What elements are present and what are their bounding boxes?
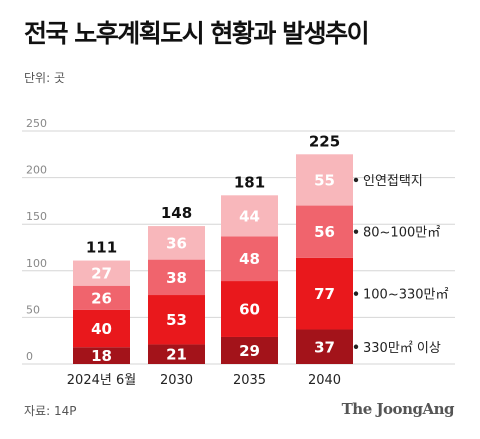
legend-dot [353,344,359,349]
y-tick-label: 50 [26,303,40,316]
data-label: 60 [239,301,260,319]
y-tick-label: 0 [26,350,33,363]
y-tick-label: 250 [26,117,47,130]
data-label: 27 [91,265,112,283]
data-label: 21 [166,346,187,364]
brand-logo: The JoongAng [341,400,455,418]
bar-segment [221,281,278,337]
legend-label: 80~100만㎡ [363,226,440,241]
unit-label: 단위: 곳 [24,71,65,85]
bar-segment [221,195,278,237]
data-label: 26 [91,289,112,307]
bar-segment [296,257,353,330]
bar-segment [73,347,130,364]
bar-segment [221,236,278,282]
data-label: 38 [166,269,187,287]
y-tick-label: 100 [26,257,47,270]
bar-segment [296,154,353,206]
y-tick-label: 200 [26,164,47,177]
bar-segment [73,285,130,310]
bar-segment [73,260,130,286]
data-label: 44 [239,207,260,225]
bar-segment [296,205,353,258]
data-label: 18 [91,347,112,365]
x-tick-label: 2024년 6월 [67,373,136,388]
data-label: 40 [91,320,112,338]
bar-segment [148,344,205,364]
bar-segment [73,309,130,348]
bar-segment [148,259,205,296]
data-label: 56 [314,223,335,241]
total-label: 225 [309,132,340,150]
data-label: 48 [239,250,260,268]
x-tick-label: 2030 [160,373,193,388]
legend-label: 인연접택지 [363,174,423,189]
legend-dot [353,291,359,296]
total-label: 148 [161,204,192,222]
legend-dot [353,177,359,183]
bar-segment [221,336,278,364]
total-label: 181 [234,173,265,191]
data-label: 37 [314,338,335,356]
data-label: 53 [166,311,187,329]
bar-segment [296,329,353,364]
data-label: 29 [239,342,260,360]
bar-segment [148,226,205,260]
legend-label: 100~330만㎡ [363,288,448,303]
total-label: 111 [86,239,117,257]
data-label: 77 [314,285,335,303]
chart-title: 전국 노후계획도시 현황과 발생추이 [24,19,370,48]
y-tick-label: 150 [26,210,47,223]
x-tick-label: 2040 [308,373,341,388]
legend-dot [353,229,359,234]
bar-segment [148,295,205,345]
source-note: 자료: 14P [24,404,77,418]
x-tick-label: 2035 [233,373,266,388]
data-label: 36 [166,234,187,252]
data-label: 55 [314,171,335,189]
legend-label: 330만㎡ 이상 [363,341,441,356]
